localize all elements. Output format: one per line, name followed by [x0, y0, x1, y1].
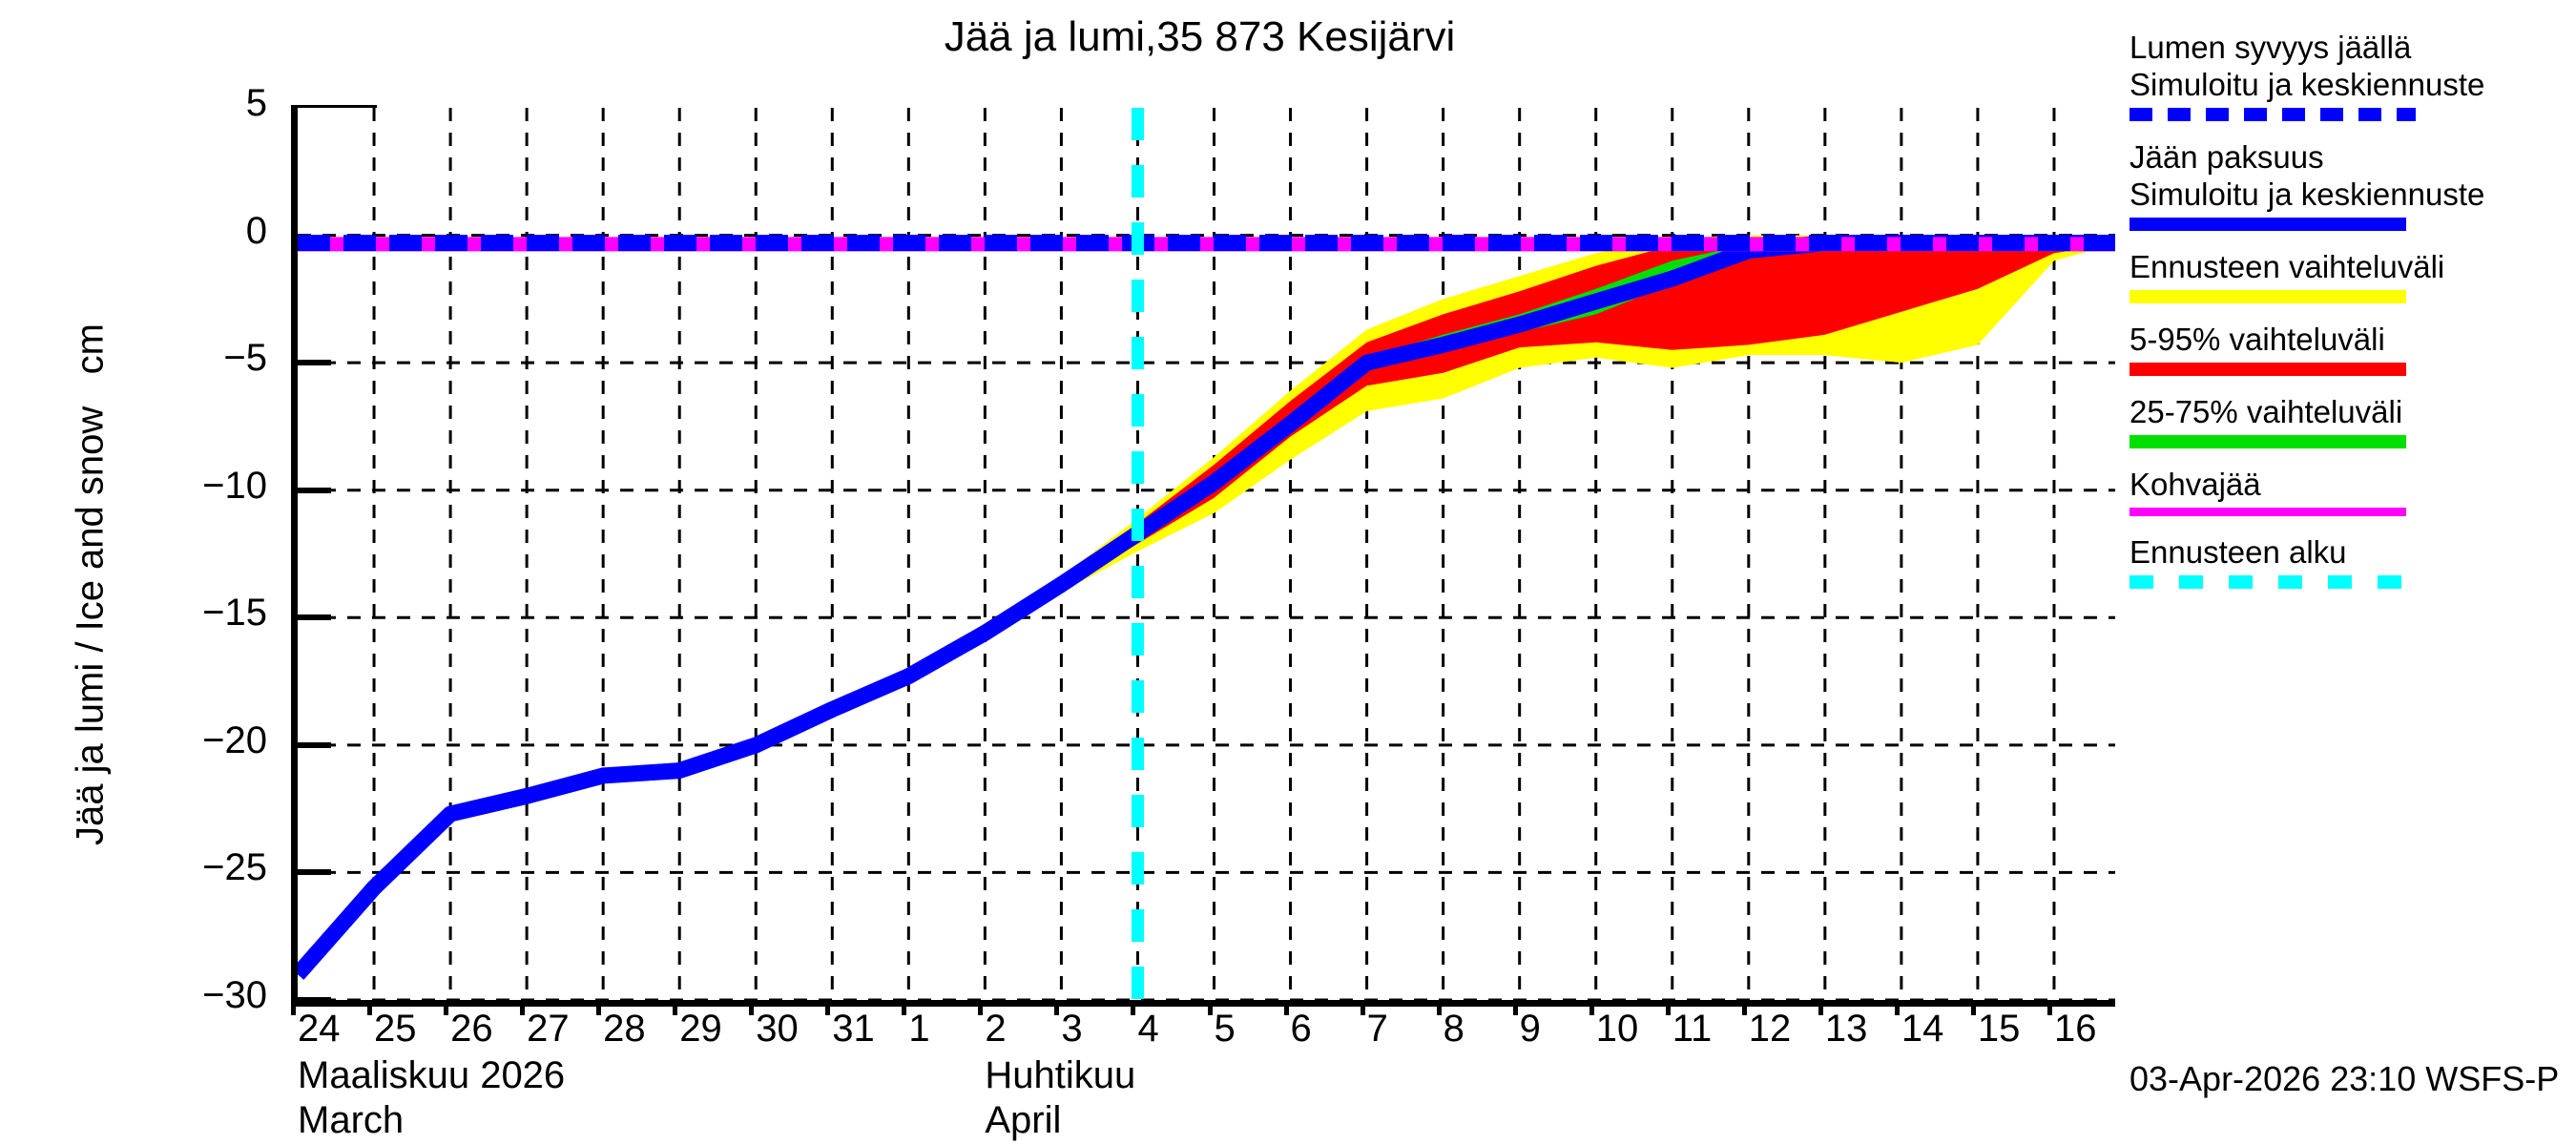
- x-tick-mark: [596, 1000, 602, 1015]
- legend-item[interactable]: Jään paksuus Simuloitu ja keskiennuste: [2129, 138, 2568, 231]
- x-tick-mark: [367, 1000, 373, 1015]
- x-tick-mark: [825, 1000, 831, 1015]
- legend-item[interactable]: Lumen syvyys jäällä Simuloitu ja keskienn…: [2129, 29, 2568, 121]
- legend-item-title: Kohvajää: [2129, 467, 2261, 502]
- page-title: Jää ja lumi,35 873 Kesijärvi: [944, 13, 1456, 60]
- y-tick-label: −30: [202, 974, 267, 1016]
- x-tick-label: 3: [1061, 1008, 1083, 1050]
- x-tick-label: 15: [1977, 1008, 2021, 1050]
- x-tick-mark: [1360, 1000, 1365, 1015]
- x-tick-label: 25: [374, 1008, 417, 1050]
- x-tick-mark: [1894, 1000, 1900, 1015]
- x-tick-label: 24: [298, 1008, 341, 1050]
- x-tick-mark: [1512, 1000, 1518, 1015]
- x-tick-mark: [1283, 1000, 1289, 1015]
- legend-swatch: [2129, 508, 2406, 516]
- legend-item-subtitle: Simuloitu ja keskiennuste: [2129, 177, 2485, 212]
- x-tick-mark: [902, 1000, 907, 1015]
- y-tick-label: 5: [245, 82, 267, 124]
- x-tick-mark: [1131, 1000, 1136, 1015]
- y-tick-mark: [291, 614, 331, 621]
- x-tick-mark: [749, 1000, 755, 1015]
- legend-item[interactable]: Kohvajää: [2129, 466, 2568, 516]
- x-tick-mark: [1207, 1000, 1213, 1015]
- x-tick-label: 6: [1290, 1008, 1312, 1050]
- legend-swatch: [2129, 575, 2416, 589]
- x-tick-mark: [1589, 1000, 1594, 1015]
- x-tick-mark: [2046, 1000, 2052, 1015]
- legend-item-title: Ennusteen alku: [2129, 534, 2347, 570]
- plot-canvas: [298, 108, 2115, 1000]
- legend-item-title: Ennusteen vaihteluväli: [2129, 249, 2445, 284]
- x-tick-label: 11: [1672, 1008, 1713, 1050]
- y-tick-label: 0: [245, 209, 267, 252]
- y-tick-mark: [291, 741, 331, 748]
- legend-item-title: 5-95% vaihteluväli: [2129, 322, 2385, 357]
- x-tick-mark: [1054, 1000, 1060, 1015]
- y-tick-mark: [291, 869, 331, 876]
- chart-legend: Lumen syvyys jäällä Simuloitu ja keskienn…: [2129, 29, 2568, 606]
- month-caption-fi: Maaliskuu 2026: [298, 1054, 566, 1096]
- x-tick-mark: [520, 1000, 526, 1015]
- legend-item[interactable]: Ennusteen vaihteluväli: [2129, 248, 2568, 303]
- x-tick-mark: [1665, 1000, 1671, 1015]
- x-tick-label: 27: [527, 1008, 570, 1050]
- x-tick-label: 14: [1901, 1008, 1944, 1050]
- x-tick-label: 31: [832, 1008, 875, 1050]
- x-tick-mark: [1741, 1000, 1747, 1015]
- x-tick-label: 28: [603, 1008, 646, 1050]
- legend-item-title: Lumen syvyys jäällä: [2129, 30, 2412, 65]
- legend-swatch: [2129, 435, 2406, 448]
- y-tick-label: −15: [202, 592, 267, 635]
- x-tick-label: 26: [450, 1008, 493, 1050]
- legend-item[interactable]: 25-75% vaihteluväli: [2129, 393, 2568, 448]
- x-tick-label: 4: [1137, 1008, 1159, 1050]
- legend-swatch: [2129, 218, 2406, 231]
- legend-item[interactable]: Ennusteen alku: [2129, 533, 2568, 589]
- y-tick-mark: [291, 997, 331, 1003]
- y-tick-label: −10: [202, 464, 267, 507]
- x-tick-mark: [444, 1000, 449, 1015]
- x-tick-label: 12: [1748, 1008, 1792, 1050]
- x-tick-mark: [1436, 1000, 1442, 1015]
- x-tick-label: 16: [2053, 1008, 2097, 1050]
- plot-area: [291, 108, 2115, 1007]
- x-tick-label: 8: [1443, 1008, 1465, 1050]
- x-tick-label: 7: [1366, 1008, 1388, 1050]
- x-tick-label: 1: [908, 1008, 930, 1050]
- x-tick-label: 29: [679, 1008, 722, 1050]
- legend-swatch: [2129, 363, 2406, 376]
- x-tick-mark: [291, 1000, 296, 1015]
- chart-svg: [298, 108, 2115, 1000]
- y-axis-label: Jää ja lumi / Ice and snow cm: [69, 323, 112, 845]
- x-tick-label: 13: [1824, 1008, 1868, 1050]
- x-tick-mark: [1818, 1000, 1823, 1015]
- legend-item-subtitle: Simuloitu ja keskiennuste: [2129, 67, 2485, 102]
- legend-swatch: [2129, 290, 2406, 303]
- legend-item[interactable]: 5-95% vaihteluväli: [2129, 321, 2568, 376]
- x-tick-label: 5: [1214, 1008, 1236, 1050]
- x-tick-label: 30: [756, 1008, 799, 1050]
- x-tick-mark: [673, 1000, 678, 1015]
- legend-item-title: Jään paksuus: [2129, 139, 2324, 175]
- month-caption-fi: Huhtikuu: [985, 1054, 1136, 1096]
- month-caption-en: April: [985, 1099, 1062, 1141]
- timestamp-stamp: 03-Apr-2026 23:10 WSFS-P: [2129, 1059, 2560, 1098]
- x-tick-mark: [1970, 1000, 1976, 1015]
- month-caption-en: March: [298, 1099, 405, 1141]
- y-tick-label: −20: [202, 718, 267, 761]
- y-tick-label: −25: [202, 846, 267, 889]
- y-tick-mark: [291, 360, 331, 366]
- x-tick-label: 10: [1595, 1008, 1639, 1050]
- y-tick-label: −5: [223, 337, 267, 380]
- y-tick-mark: [291, 487, 331, 493]
- x-tick-label: 9: [1519, 1008, 1541, 1050]
- legend-swatch: [2129, 108, 2416, 121]
- legend-item-title: 25-75% vaihteluväli: [2129, 394, 2403, 429]
- x-tick-label: 2: [985, 1008, 1007, 1050]
- x-tick-mark: [978, 1000, 984, 1015]
